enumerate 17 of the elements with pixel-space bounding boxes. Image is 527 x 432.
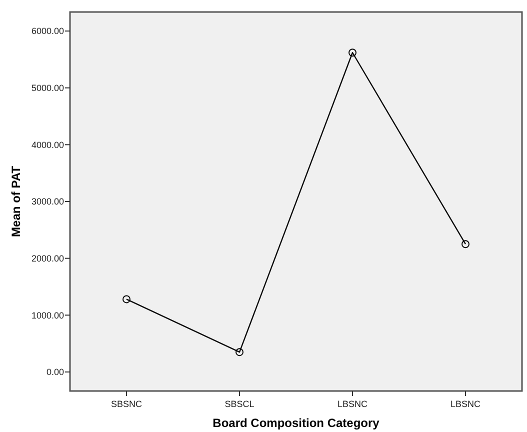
y-tick-label: 0.00	[46, 367, 64, 378]
x-tick-label: LBSNC	[450, 399, 482, 409]
y-tick-label: 3000.00	[31, 196, 64, 207]
point	[122, 295, 130, 304]
y-tick-label: 6000.00	[31, 26, 64, 36]
x-tick-label: SBSCL	[224, 399, 254, 409]
y-tick-label: 5000.00	[31, 83, 64, 94]
point	[462, 240, 470, 248]
x-axis-title: Board Composition Category	[212, 416, 380, 430]
point	[348, 48, 356, 57]
x-tick-label: SBSNC	[110, 399, 142, 409]
x-tick-label: LBSNC	[337, 399, 368, 409]
point	[236, 348, 244, 356]
y-axis-title: Mean of PAT	[9, 165, 23, 237]
y-tick-label: 2000.00	[31, 253, 64, 264]
y-tick-label: 1000.00	[31, 310, 64, 320]
y-tick-label: 4000.00	[31, 140, 64, 150]
